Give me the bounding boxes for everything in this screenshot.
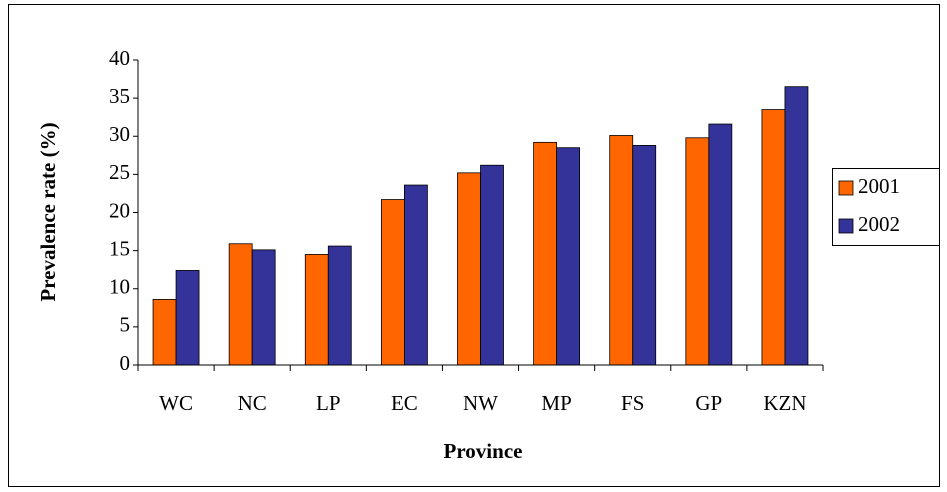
x-tick-label: FS <box>621 391 644 415</box>
y-tick-label: 10 <box>109 275 130 299</box>
bar <box>327 245 352 366</box>
x-tick-label: WC <box>159 391 193 415</box>
bar <box>632 144 657 366</box>
bar <box>403 184 428 366</box>
legend-swatch <box>838 180 854 196</box>
y-tick-label: 35 <box>109 84 130 108</box>
bar <box>685 137 710 366</box>
y-tick-label: 30 <box>109 122 130 146</box>
bar <box>380 199 405 366</box>
bar <box>609 135 634 366</box>
bar <box>784 86 809 366</box>
bar <box>533 141 558 366</box>
x-tick-label: NC <box>238 391 267 415</box>
legend-swatch <box>838 218 854 234</box>
bar <box>228 243 253 366</box>
y-tick-label: 0 <box>120 351 131 375</box>
bar <box>480 164 504 366</box>
x-tick-label: LP <box>316 391 341 415</box>
x-tick-label: GP <box>695 391 722 415</box>
x-tick-label: EC <box>391 391 418 415</box>
legend-label: 2001 <box>858 174 900 198</box>
y-tick-label: 25 <box>109 160 130 184</box>
bar <box>251 249 276 366</box>
bar <box>304 254 329 366</box>
bar <box>152 299 177 366</box>
x-axis-label: Province <box>444 439 523 463</box>
bar <box>556 147 581 366</box>
y-axis-label: Prevalence rate (%) <box>36 122 60 301</box>
legend-label: 2002 <box>858 212 900 236</box>
bar <box>708 123 733 366</box>
x-tick-label: NW <box>463 391 498 415</box>
bar <box>761 109 786 366</box>
y-tick-label: 20 <box>109 198 130 222</box>
y-tick-label: 15 <box>109 236 130 260</box>
bar <box>175 270 200 366</box>
y-tick-label: 40 <box>109 46 130 70</box>
x-tick-label: MP <box>541 391 571 415</box>
y-tick-label: 5 <box>120 313 131 337</box>
x-tick-label: KZN <box>763 391 806 415</box>
bar <box>457 172 481 366</box>
